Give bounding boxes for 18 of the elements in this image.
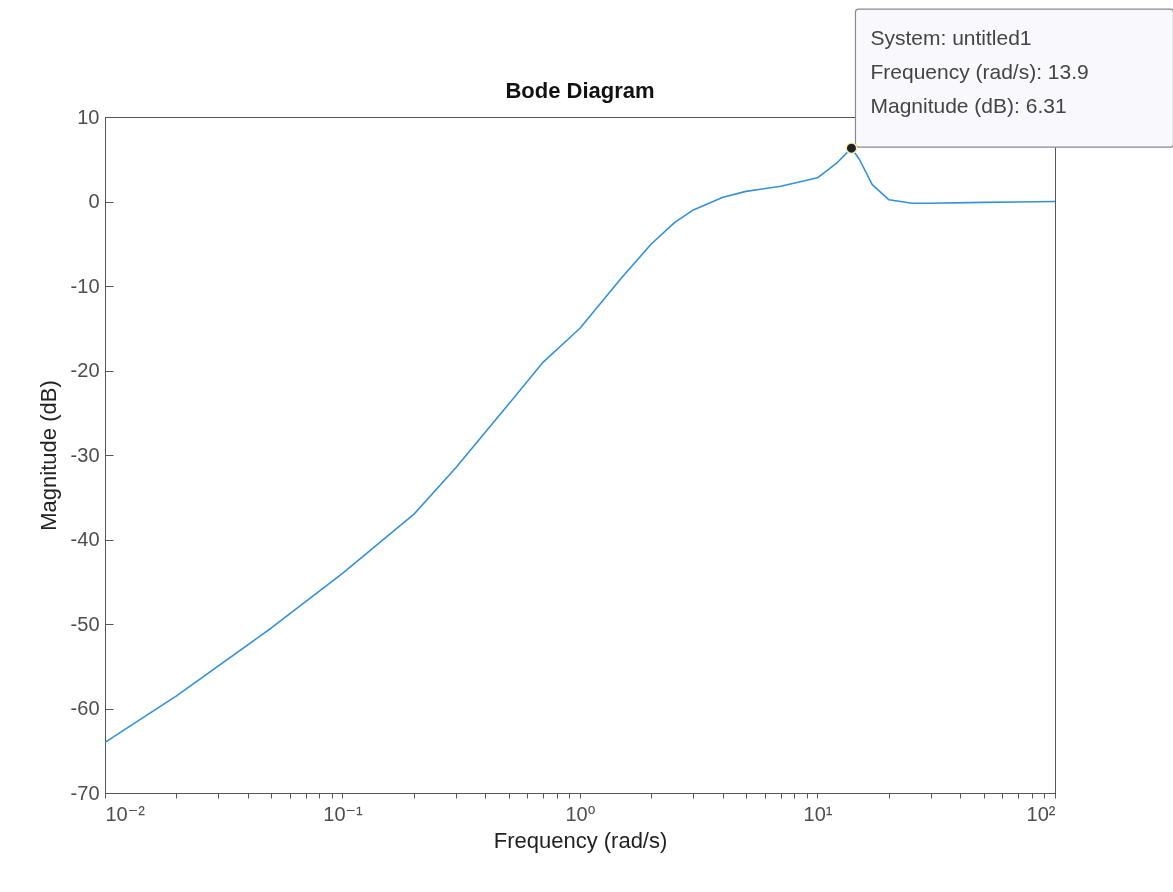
y-tick-label: -70 — [70, 781, 100, 804]
y-tick-label: -20 — [70, 359, 100, 381]
y-axis-title: Magnitude (dB) — [35, 380, 61, 531]
x-tick-label: 10⁻¹ — [323, 802, 364, 825]
annotation: System: untitled1 Frequency (rad/s): 13.9 Magnitude (dB): 6.31 — [870, 26, 1089, 118]
x-tick-label: 10¹ — [803, 802, 833, 825]
x-axis-title: Frequency (rad/s) — [493, 827, 668, 853]
y-tick-label: -50 — [70, 612, 100, 635]
x-tick-label: 10⁻² — [105, 802, 146, 825]
x-tick-label: 10² — [1026, 802, 1056, 825]
y-tick-label: -40 — [70, 528, 100, 550]
y-tick-label: -60 — [70, 697, 100, 719]
y-tick-label: 10 — [77, 105, 100, 128]
y-tick-label: -30 — [70, 443, 100, 466]
x-tick-label: 10⁰ — [565, 802, 596, 825]
chart-title: Bode Diagram — [505, 77, 655, 103]
y-tick-label: 0 — [88, 190, 100, 212]
y-tick-label: -10 — [70, 274, 100, 297]
